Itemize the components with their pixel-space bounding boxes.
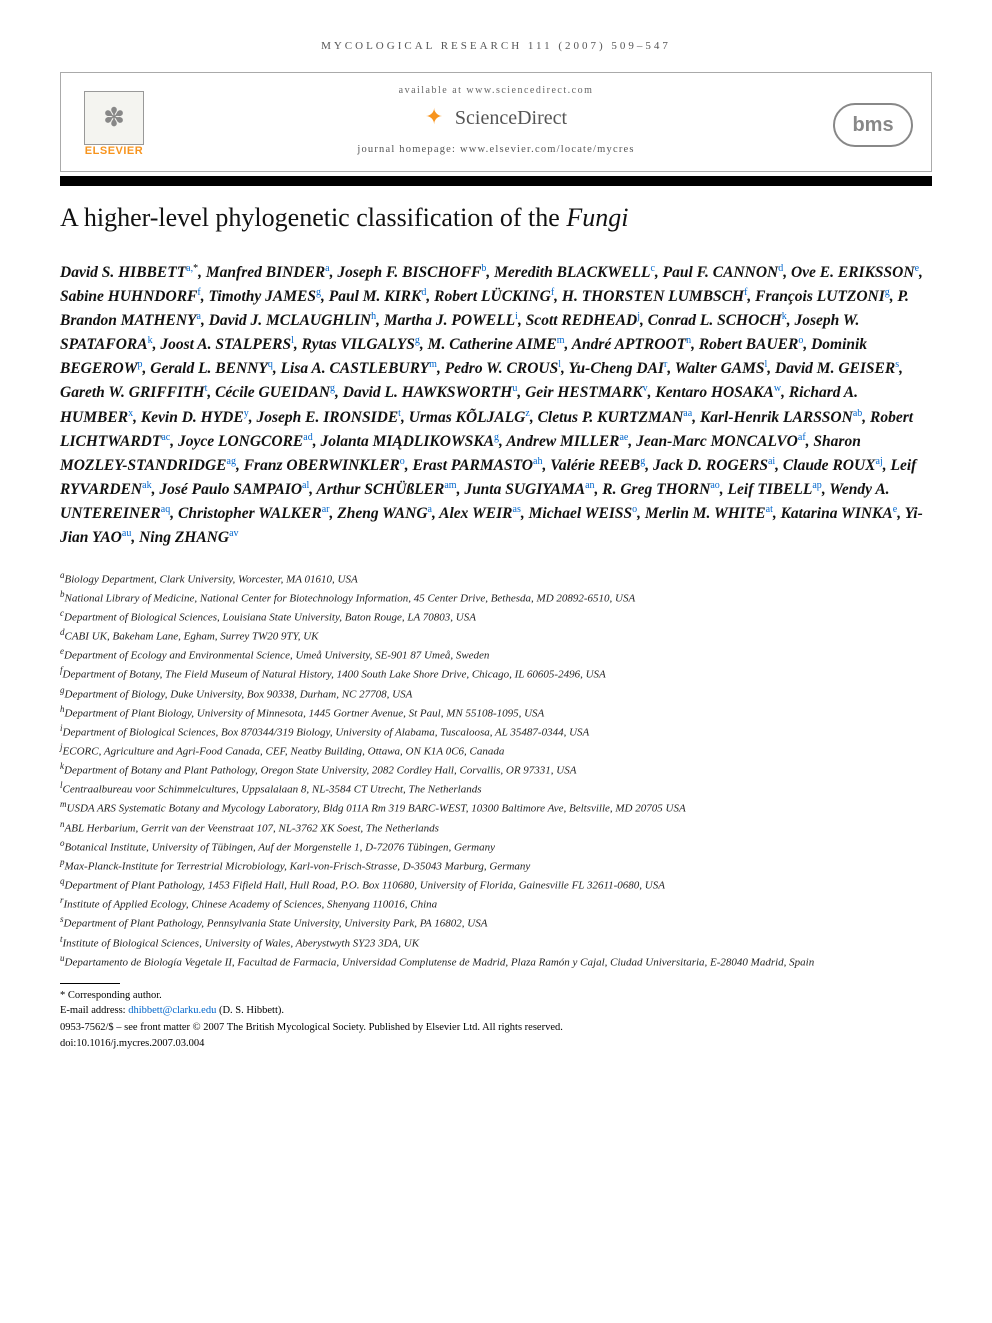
- affiliation-item: sDepartment of Plant Pathology, Pennsylv…: [60, 913, 932, 932]
- article-title: A higher-level phylogenetic classificati…: [60, 202, 932, 235]
- affiliation-item: lCentraalbureau voor Schimmelcultures, U…: [60, 779, 932, 798]
- email-label: E-mail address:: [60, 1005, 128, 1016]
- journal-header-box: ✽ ELSEVIER available at www.sciencedirec…: [60, 72, 932, 172]
- author-list: David S. HIBBETTa,*, Manfred BINDERa, Jo…: [60, 261, 932, 551]
- available-at-text: available at www.sciencedirect.com: [81, 85, 911, 96]
- affiliation-item: fDepartment of Botany, The Field Museum …: [60, 664, 932, 683]
- affiliation-item: jECORC, Agriculture and Agri-Food Canada…: [60, 741, 932, 760]
- divider-bar: [60, 176, 932, 186]
- affiliations-list: aBiology Department, Clark University, W…: [60, 569, 932, 971]
- affiliation-item: rInstitute of Applied Ecology, Chinese A…: [60, 894, 932, 913]
- affiliation-item: bNational Library of Medicine, National …: [60, 588, 932, 607]
- footnotes: * Corresponding author. E-mail address: …: [60, 988, 932, 1018]
- copyright-block: 0953-7562/$ – see front matter © 2007 Th…: [60, 1020, 932, 1050]
- corresponding-email[interactable]: dhibbett@clarku.edu: [128, 1005, 216, 1016]
- title-prefix: A higher-level phylogenetic classificati…: [60, 203, 566, 232]
- affiliation-item: aBiology Department, Clark University, W…: [60, 569, 932, 588]
- corresponding-author-note: * Corresponding author.: [60, 988, 932, 1003]
- elsevier-logo: ✽ ELSEVIER: [79, 91, 149, 157]
- sciencedirect-logo: ScienceDirect: [425, 106, 567, 130]
- affiliation-item: eDepartment of Ecology and Environmental…: [60, 645, 932, 664]
- journal-band: MYCOLOGICAL RESEARCH 111 (2007) 509–547: [60, 40, 932, 52]
- affiliation-item: iDepartment of Biological Sciences, Box …: [60, 722, 932, 741]
- email-line: E-mail address: dhibbett@clarku.edu (D. …: [60, 1003, 932, 1018]
- footnote-rule: [60, 983, 120, 984]
- journal-homepage: journal homepage: www.elsevier.com/locat…: [81, 144, 911, 155]
- affiliation-item: nABL Herbarium, Gerrit van der Veenstraa…: [60, 818, 932, 837]
- sciencedirect-label: ScienceDirect: [455, 107, 567, 130]
- affiliation-item: gDepartment of Biology, Duke University,…: [60, 684, 932, 703]
- copyright-line: 0953-7562/$ – see front matter © 2007 Th…: [60, 1020, 932, 1035]
- affiliation-item: pMax-Planck-Institute for Terrestrial Mi…: [60, 856, 932, 875]
- elsevier-tree-icon: ✽: [84, 91, 144, 145]
- bms-logo: bms: [833, 103, 913, 147]
- affiliation-item: kDepartment of Botany and Plant Patholog…: [60, 760, 932, 779]
- sciencedirect-icon: [425, 106, 449, 130]
- elsevier-label: ELSEVIER: [85, 145, 143, 157]
- title-italic: Fungi: [566, 203, 628, 232]
- email-name: (D. S. Hibbett).: [216, 1005, 284, 1016]
- affiliation-item: oBotanical Institute, University of Tübi…: [60, 837, 932, 856]
- affiliation-item: uDepartamento de Biología Vegetale II, F…: [60, 952, 932, 971]
- affiliation-item: mUSDA ARS Systematic Botany and Mycology…: [60, 798, 932, 817]
- affiliation-item: qDepartment of Plant Pathology, 1453 Fif…: [60, 875, 932, 894]
- doi-line: doi:10.1016/j.mycres.2007.03.004: [60, 1036, 932, 1051]
- affiliation-item: cDepartment of Biological Sciences, Loui…: [60, 607, 932, 626]
- affiliation-item: dCABI UK, Bakeham Lane, Egham, Surrey TW…: [60, 626, 932, 645]
- affiliation-item: hDepartment of Plant Biology, University…: [60, 703, 932, 722]
- affiliation-item: tInstitute of Biological Sciences, Unive…: [60, 933, 932, 952]
